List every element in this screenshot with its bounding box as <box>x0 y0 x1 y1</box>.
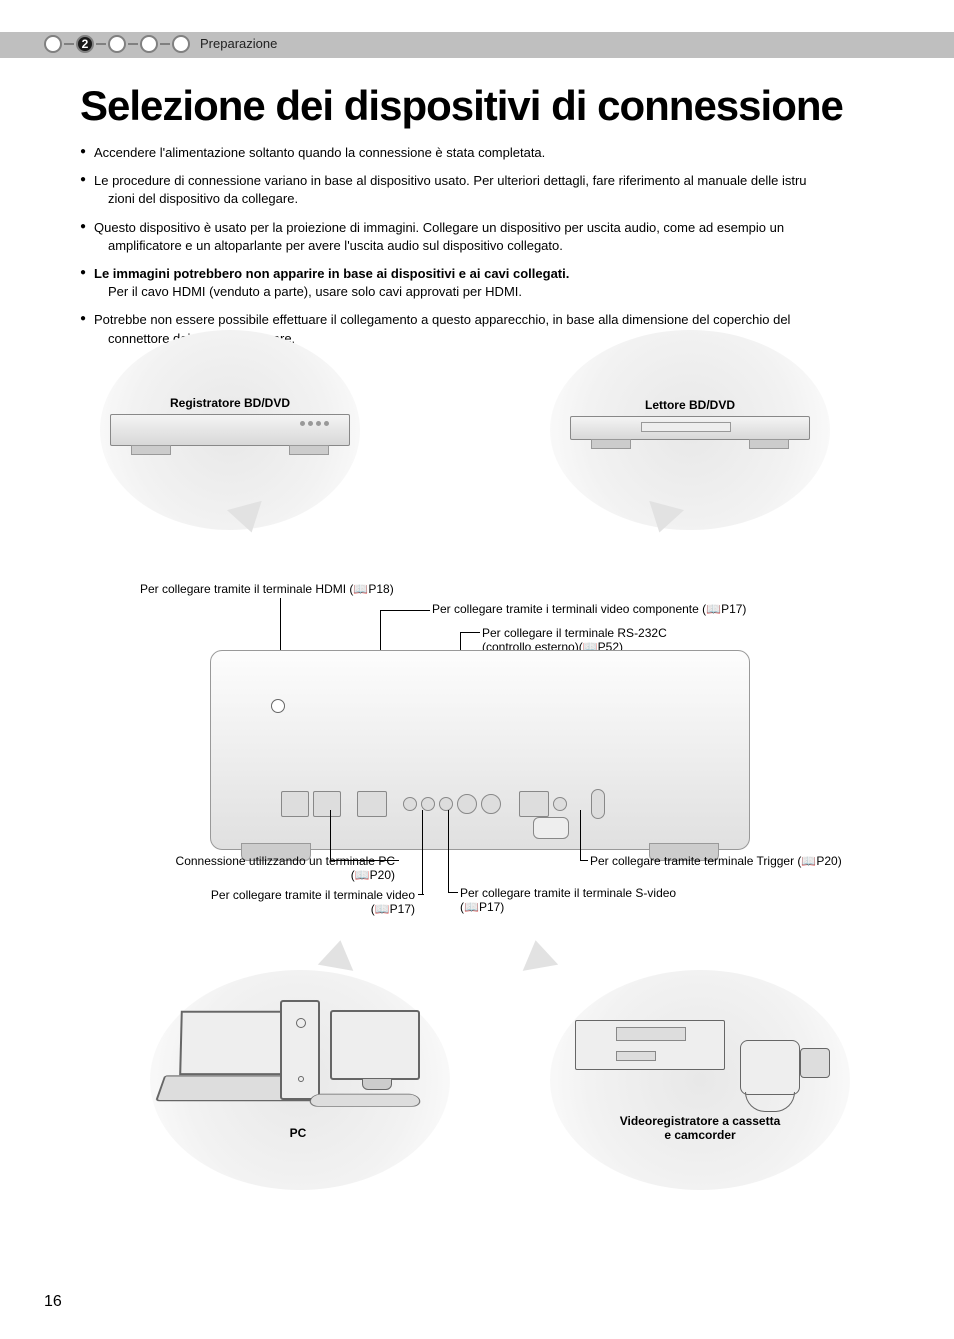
rca-port-icon <box>439 797 453 811</box>
pc-tower-icon <box>280 1000 320 1100</box>
monitor-icon <box>330 1010 420 1080</box>
step-circle-active: 2 <box>76 35 94 53</box>
bd-dvd-player <box>570 416 810 440</box>
leader-line <box>460 632 480 633</box>
leader-line <box>422 810 423 894</box>
leader-line <box>330 860 398 861</box>
device-label-player: Lettore BD/DVD <box>620 398 760 412</box>
connection-diagram: Registratore BD/DVD Lettore BD/DVD Per c… <box>20 330 934 1210</box>
rca-port-icon <box>403 797 417 811</box>
leader-line <box>418 894 424 895</box>
leader-line <box>448 810 449 892</box>
leader-line <box>580 810 581 860</box>
step-circle <box>44 35 62 53</box>
keyboard-icon <box>308 1094 422 1107</box>
hdmi-port-icon <box>281 791 309 817</box>
callout-hdmi: Per collegare tramite il terminale HDMI … <box>140 582 394 596</box>
bullet-list: Accendere l'alimentazione soltanto quand… <box>80 144 914 358</box>
step-indicator: 2 <box>44 35 192 53</box>
rs232c-port-icon <box>519 791 549 817</box>
bullet-item: Le procedure di connessione variano in b… <box>80 172 914 208</box>
page-number: 16 <box>44 1293 62 1311</box>
vcr-icon <box>575 1020 725 1070</box>
arrow-icon <box>318 937 358 971</box>
callout-pc-terminal: Connessione utilizzando un terminale PC … <box>35 854 395 882</box>
projector-rear-panel <box>210 650 750 850</box>
bullet-item: Questo dispositivo è usato per la proiez… <box>80 219 914 255</box>
device-label-recorder: Registratore BD/DVD <box>150 396 310 410</box>
power-socket-icon <box>533 817 569 839</box>
bullet-item: Accendere l'alimentazione soltanto quand… <box>80 144 914 162</box>
rca-port-icon <box>421 797 435 811</box>
bd-dvd-recorder <box>110 414 350 446</box>
callout-svideo: Per collegare tramite il terminale S-vid… <box>460 886 676 914</box>
page-title: Selezione dei dispositivi di connessione <box>80 82 843 130</box>
callout-component: Per collegare tramite i terminali video … <box>432 602 746 616</box>
step-circle <box>172 35 190 53</box>
section-label: Preparazione <box>200 36 277 51</box>
svideo-port-icon <box>481 794 501 814</box>
device-label-pc: PC <box>268 1126 328 1140</box>
device-label-vcr: Videoregistratore a cassettae camcorder <box>575 1114 825 1142</box>
port-row <box>281 785 709 823</box>
callout-video-terminal: Per collegare tramite il terminale video… <box>115 888 415 916</box>
leader-line <box>448 892 458 893</box>
callout-trigger: Per collegare tramite terminale Trigger … <box>590 854 842 868</box>
step-circle <box>140 35 158 53</box>
arrow-icon <box>518 937 558 971</box>
leader-line <box>580 860 588 861</box>
bullet-item: Le immagini potrebbero non apparire in b… <box>80 265 914 301</box>
leader-line <box>380 610 430 611</box>
lock-slot-icon <box>591 789 605 819</box>
step-circle <box>108 35 126 53</box>
camcorder-icon <box>740 1030 830 1100</box>
hdmi-port-icon <box>313 791 341 817</box>
video-port-icon <box>457 794 477 814</box>
trigger-port-icon <box>553 797 567 811</box>
indicator-led <box>271 699 285 713</box>
leader-line <box>330 810 331 860</box>
pc-port-icon <box>357 791 387 817</box>
